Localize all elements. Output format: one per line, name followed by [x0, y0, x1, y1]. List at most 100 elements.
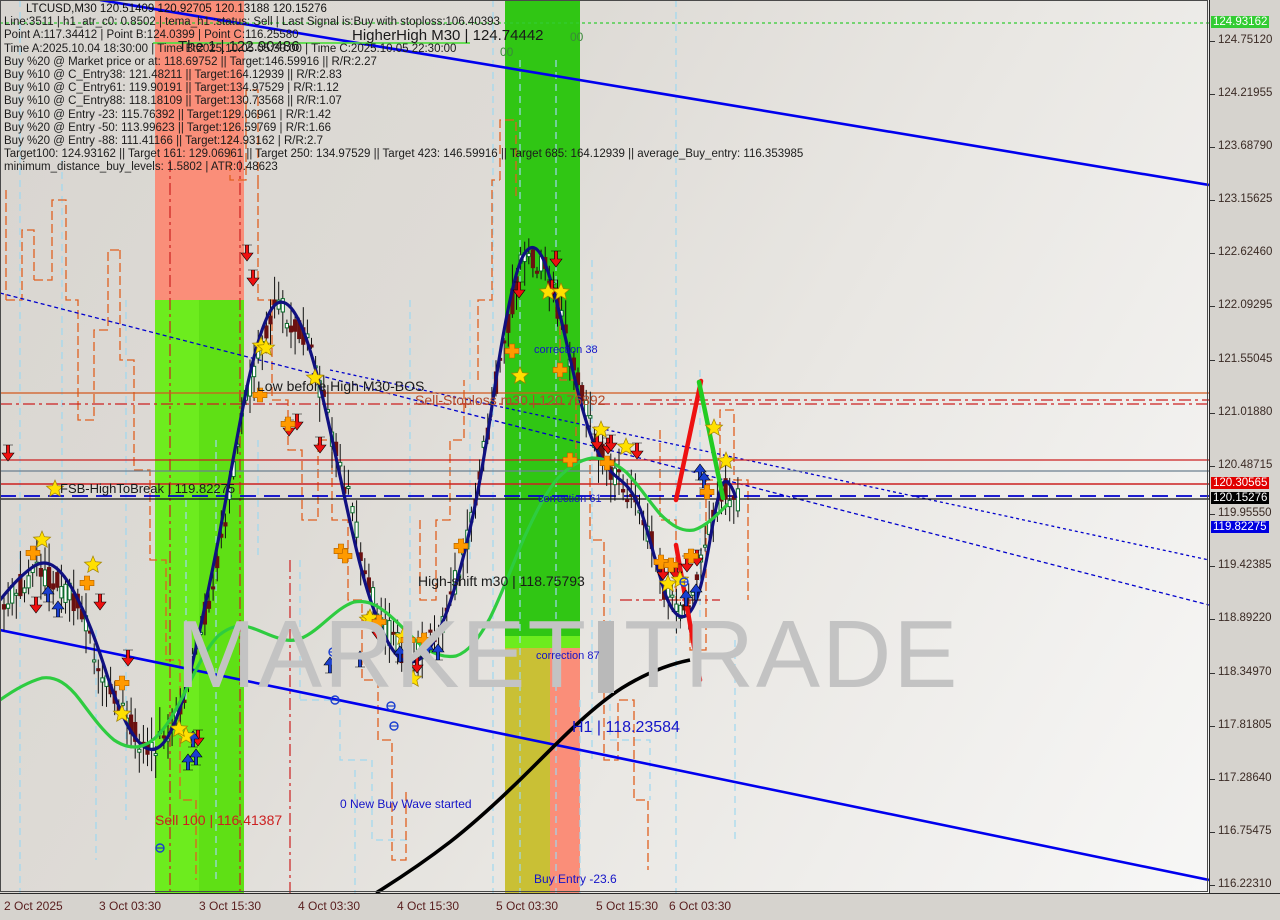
price-tick-mark	[1210, 619, 1215, 620]
band-red-upper	[155, 0, 199, 300]
candle-body	[26, 575, 31, 589]
cross-marker-10	[453, 538, 469, 554]
candle-body	[268, 315, 273, 325]
candle-body	[133, 721, 138, 742]
candle-body	[280, 298, 285, 313]
price-tick-mark	[1210, 200, 1215, 201]
zigzag-green-legs	[696, 379, 726, 501]
price-tick-label: 120.48715	[1218, 459, 1273, 471]
cross-marker-1	[79, 575, 95, 591]
price-tick-mark	[1210, 147, 1215, 148]
candle-body	[206, 600, 212, 609]
sell-arrow-6	[246, 269, 260, 287]
candle-body	[264, 325, 269, 339]
buy-arrow-8	[323, 656, 337, 674]
price-tick-label: 117.81805	[1218, 719, 1272, 731]
swing-star-19	[704, 418, 724, 437]
price-tick-mark	[1210, 726, 1215, 727]
price-tick-mark	[1210, 306, 1215, 307]
candle-body	[252, 365, 257, 378]
candle-body	[42, 569, 48, 587]
candle-body	[428, 629, 433, 633]
cross-marker-8	[400, 632, 416, 648]
time-tick-label: 6 Oct 03:30	[669, 899, 732, 913]
candle-body	[350, 506, 355, 514]
sell-arrow-8	[313, 436, 327, 454]
sell-arrow-13	[549, 250, 563, 268]
chart-graphics-layer	[0, 0, 1209, 893]
price-tick-mark	[1210, 466, 1215, 467]
candle-body	[92, 659, 97, 663]
price-tick-label: 119.42385	[1218, 559, 1272, 571]
price-tick-mark	[1210, 413, 1215, 414]
cross-marker-0	[25, 545, 41, 561]
cross-marker-9	[416, 632, 432, 648]
price-tick-label: 123.68790	[1218, 140, 1273, 152]
zigzag-red-legs	[673, 378, 704, 683]
cross-marker-4	[280, 416, 296, 432]
candle-body	[120, 702, 126, 706]
swing-star-11	[510, 366, 530, 385]
cross-marker-14	[599, 455, 615, 471]
sell-arrow-3	[121, 649, 135, 667]
time-tick-label: 3 Oct 15:30	[199, 899, 262, 913]
candle-body	[391, 631, 396, 635]
candle-body	[96, 668, 101, 672]
time-axis[interactable]: 2 Oct 2025 3 Oct 03:30 3 Oct 15:30 4 Oct 03…	[0, 893, 1280, 920]
swing-star-14	[591, 420, 611, 439]
swing-star-2	[83, 555, 103, 574]
time-tick-label: 3 Oct 03:30	[99, 899, 162, 913]
candle-body	[674, 603, 679, 612]
swing-star-20	[169, 719, 189, 738]
time-tick-label: 2 Oct 2025	[4, 899, 63, 913]
swing-star-15	[616, 437, 636, 456]
candle-body	[288, 325, 294, 333]
price-tick-label: 118.34970	[1218, 666, 1272, 678]
swing-star-13	[551, 282, 571, 301]
buy-arrow-0	[41, 585, 55, 603]
buy-arrow-13	[689, 583, 703, 601]
chart-plot-area[interactable]: MARKET TRADE	[0, 0, 1209, 893]
price-tick-label: 123.15625	[1218, 193, 1273, 205]
dashdot-red-levels	[0, 160, 1209, 893]
candle-body	[284, 322, 289, 329]
sell-arrow-2	[93, 593, 107, 611]
band-green-light	[505, 636, 550, 648]
band-green-lower	[155, 300, 199, 893]
price-tick-label: 116.22310	[1218, 878, 1272, 890]
price-tick-mark	[1210, 253, 1215, 254]
candle-body	[211, 586, 216, 590]
buy-arrow-5	[402, 653, 416, 671]
candle-body	[38, 568, 43, 577]
price-axis[interactable]: 124.93162 124.75120 124.21955 123.68790 123.…	[1209, 0, 1280, 893]
candle-body	[723, 478, 728, 500]
price-tick-mark	[1210, 360, 1215, 361]
sell-arrow-0	[1, 444, 15, 462]
candle-body	[14, 592, 19, 596]
price-tick-mark	[1210, 779, 1215, 780]
candle-body	[588, 415, 593, 419]
candle-body	[616, 469, 622, 473]
price-tick-label: 119.95550	[1218, 507, 1272, 519]
candle-body	[703, 544, 708, 548]
cross-marker-16	[663, 557, 679, 573]
candle-body	[6, 603, 11, 609]
candle-body	[727, 499, 732, 508]
price-tick-label: 124.75120	[1218, 34, 1273, 46]
price-tick-label: 118.89220	[1218, 612, 1272, 624]
candle-body	[735, 488, 740, 512]
price-tick-mark	[1210, 41, 1215, 42]
price-tick-mark	[1210, 832, 1215, 833]
candle-body	[678, 604, 683, 619]
price-label-highlight: 120.15276	[1211, 492, 1270, 504]
candle-body	[354, 521, 359, 538]
swing-star-16	[658, 574, 678, 593]
band-green-lt2	[550, 636, 580, 648]
swing-star-0	[32, 530, 52, 549]
candle-body	[153, 753, 158, 757]
price-tick-label: 124.21955	[1218, 87, 1273, 99]
swing-star-10	[403, 669, 423, 688]
signal-markers	[1, 244, 736, 853]
buy-arrow-2	[181, 753, 195, 771]
